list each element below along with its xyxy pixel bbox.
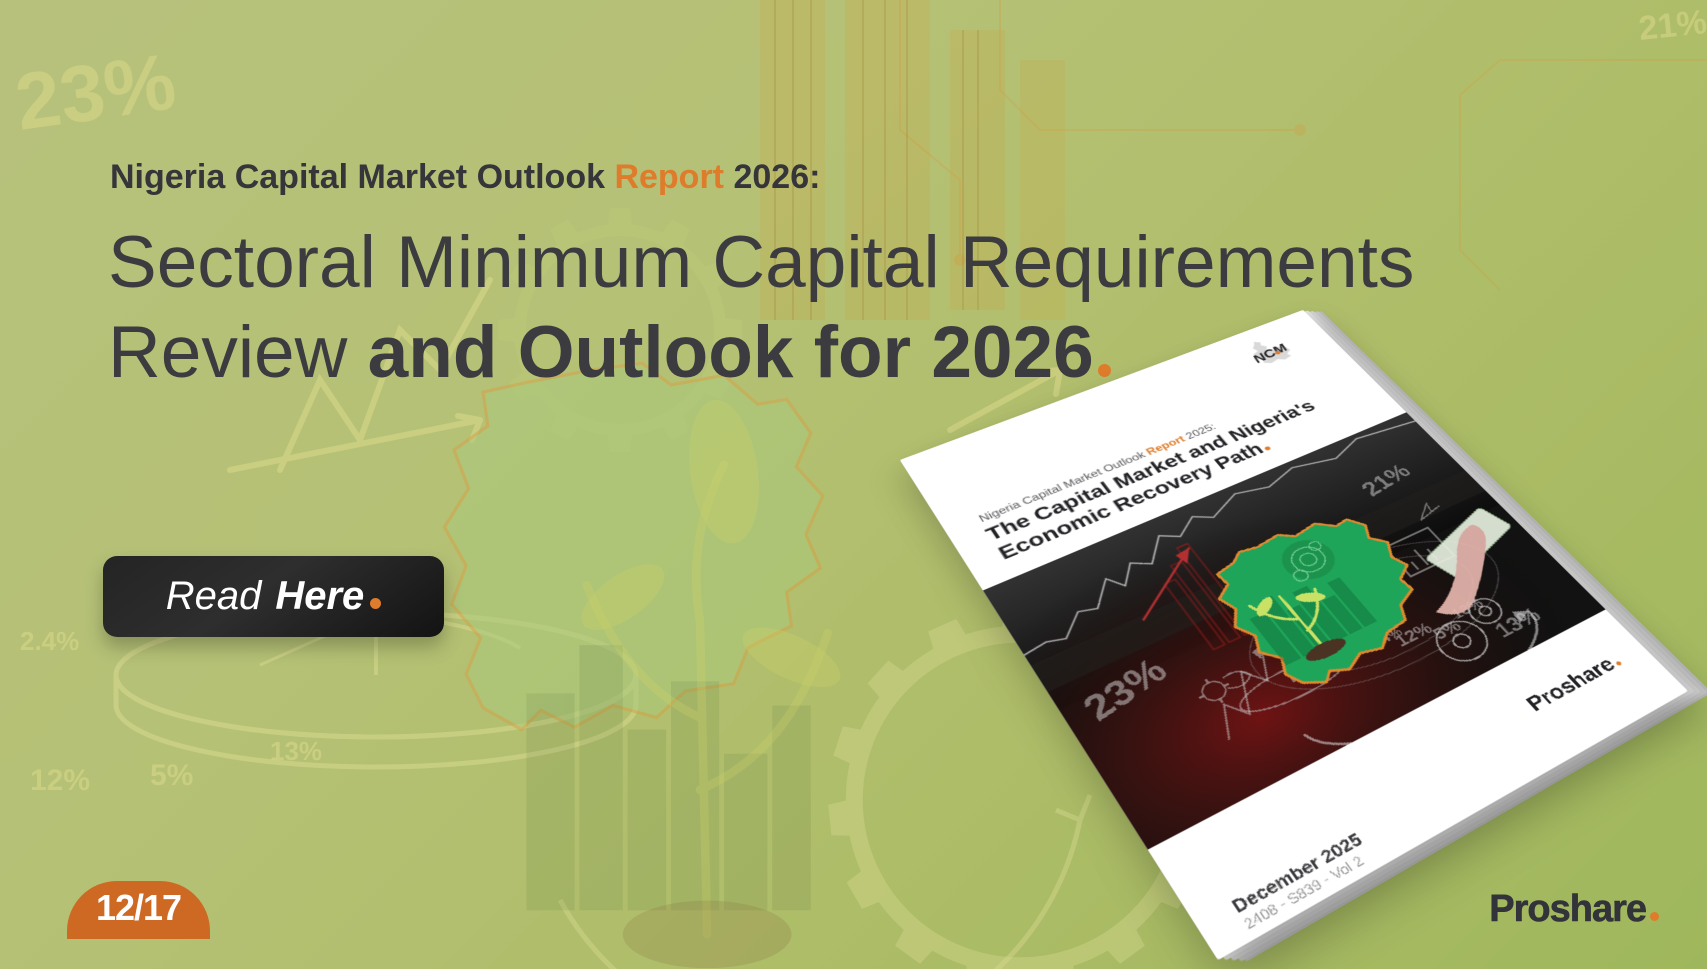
svg-text:12%: 12%	[30, 764, 90, 797]
svg-text:21%: 21%	[1637, 3, 1707, 48]
svg-text:5%: 5%	[150, 759, 193, 792]
svg-text:2.4%: 2.4%	[20, 626, 79, 656]
svg-text:23%: 23%	[10, 36, 181, 146]
